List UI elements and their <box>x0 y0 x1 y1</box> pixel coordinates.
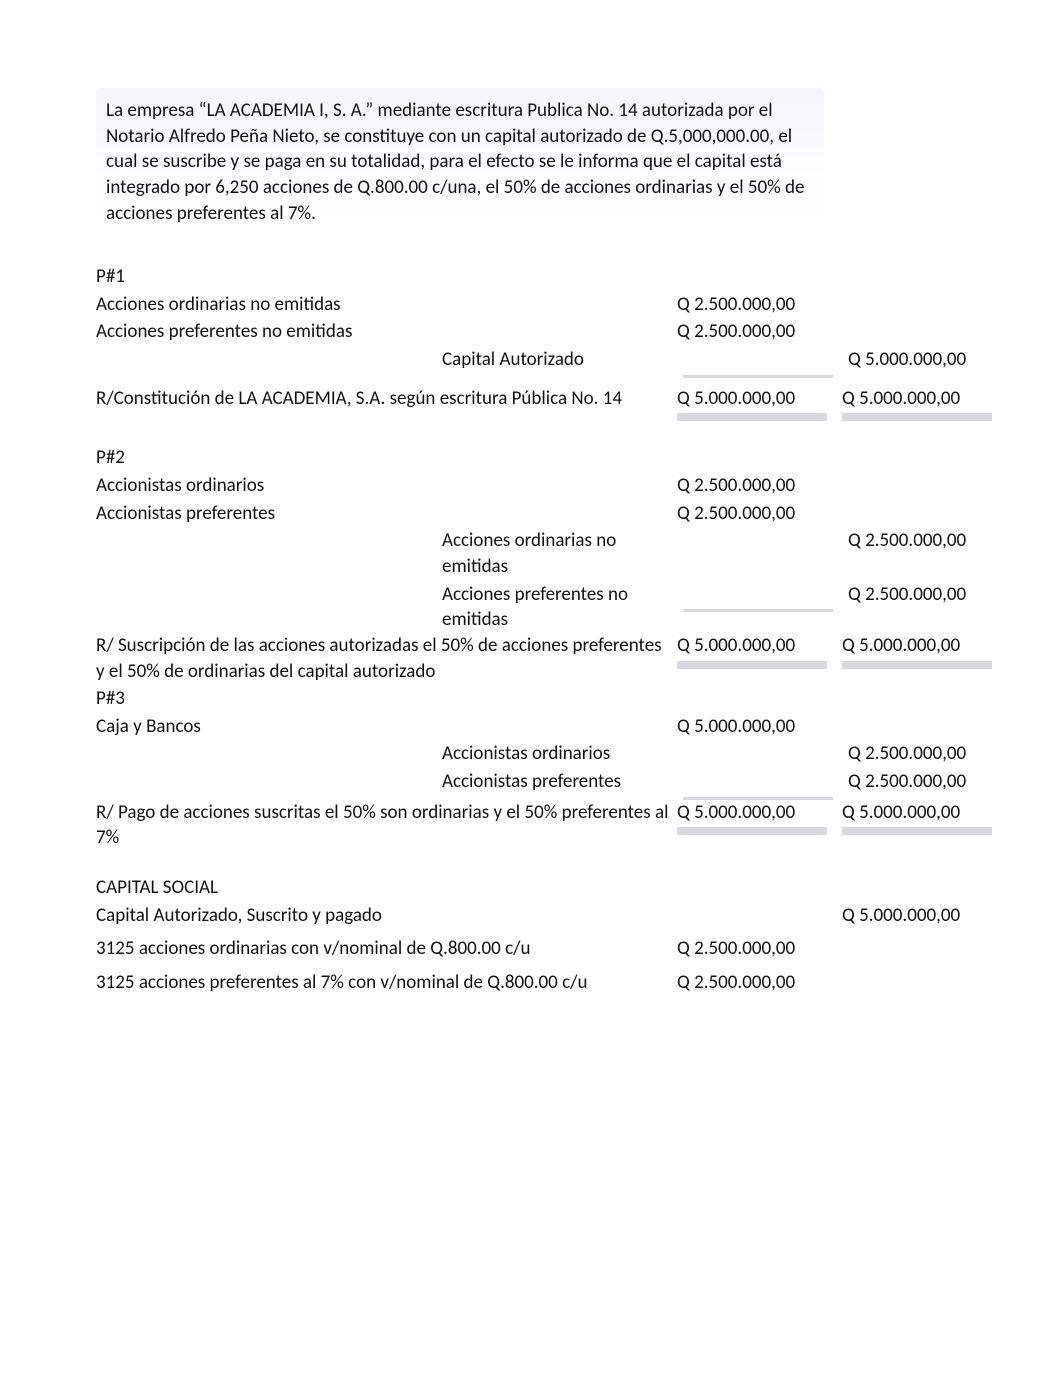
p3-desc4: R/ Pago de acciones suscritas el 50% son… <box>96 800 677 851</box>
p3-debit3-rule <box>683 769 833 800</box>
p2-row5: R/ Suscripción de las acciones autorizad… <box>96 633 998 684</box>
p3-debit1: Q 5.000.000,00 <box>677 714 832 740</box>
cap-desc2: 3125 acciones ordinarias con v/nominal d… <box>96 936 677 962</box>
p2-heading-row: P#2 <box>96 445 998 471</box>
p1-row1: Acciones ordinarias no emitidas Q 2.500.… <box>96 292 998 318</box>
cap-desc1: Capital Autorizado, Suscrito y pagado <box>96 903 677 929</box>
document-page: La empresa “LA ACADEMIA I, S. A.” median… <box>0 0 1062 1377</box>
p2-credit3: Q 2.500.000,00 <box>838 528 1013 554</box>
p3-mid2: Accionistas ordinarios <box>442 741 683 767</box>
cap-row2: 3125 acciones ordinarias con v/nominal d… <box>96 936 998 962</box>
p3-heading: P#3 <box>96 686 677 712</box>
p2-row2: Accionistas preferentes Q 2.500.000,00 <box>96 501 998 527</box>
cap-row1: Capital Autorizado, Suscrito y pagado Q … <box>96 903 998 929</box>
p3-credit4: Q 5.000.000,00 <box>842 800 992 831</box>
p1-debit1: Q 2.500.000,00 <box>677 292 832 318</box>
p2-mid3: Acciones ordinarias no emitidas <box>442 528 683 579</box>
p3-debit4: Q 5.000.000,00 <box>677 800 827 831</box>
p1-row2: Acciones preferentes no emitidas Q 2.500… <box>96 319 998 345</box>
p1-debit3-rule <box>683 347 833 378</box>
cap-desc3: 3125 acciones preferentes al 7% con v/no… <box>96 970 677 996</box>
cap-debit3: Q 2.500.000,00 <box>677 970 832 996</box>
p1-row4: R/Constitución de LA ACADEMIA, S.A. segú… <box>96 386 998 422</box>
cap-credit1: Q 5.000.000,00 <box>832 903 1007 929</box>
p2-desc1: Accionistas ordinarios <box>96 473 677 499</box>
p1-row3: Capital Autorizado Q 5.000.000,00 <box>96 347 998 378</box>
p2-row4: Acciones preferentes no emitidas Q 2.500… <box>96 582 998 633</box>
p2-heading: P#2 <box>96 445 677 471</box>
p3-row4: R/ Pago de acciones suscritas el 50% son… <box>96 800 998 851</box>
p2-desc2: Accionistas preferentes <box>96 501 677 527</box>
p1-desc4: R/Constitución de LA ACADEMIA, S.A. segú… <box>96 386 677 412</box>
p2-credit5: Q 5.000.000,00 <box>842 633 992 664</box>
p3-row1: Caja y Bancos Q 5.000.000,00 <box>96 714 998 740</box>
p3-row2: Accionistas ordinarios Q 2.500.000,00 <box>96 741 998 767</box>
p2-debit1: Q 2.500.000,00 <box>677 473 832 499</box>
p1-heading: P#1 <box>96 264 677 290</box>
p3-heading-row: P#3 <box>96 686 998 712</box>
cap-row3: 3125 acciones preferentes al 7% con v/no… <box>96 970 998 996</box>
p1-desc2: Acciones preferentes no emitidas <box>96 319 677 345</box>
p3-row3: Accionistas preferentes Q 2.500.000,00 <box>96 769 998 800</box>
cap-heading: CAPITAL SOCIAL <box>96 875 677 901</box>
p1-credit4: Q 5.000.000,00 <box>842 386 992 417</box>
p1-debit4: Q 5.000.000,00 <box>677 386 827 417</box>
p2-debit2: Q 2.500.000,00 <box>677 501 832 527</box>
p2-row1: Accionistas ordinarios Q 2.500.000,00 <box>96 473 998 499</box>
p2-desc5: R/ Suscripción de las acciones autorizad… <box>96 633 677 684</box>
p3-credit3: Q 2.500.000,00 <box>838 769 1013 795</box>
p1-desc1: Acciones ordinarias no emitidas <box>96 292 677 318</box>
p2-mid4: Acciones preferentes no emitidas <box>442 582 683 633</box>
p1-heading-row: P#1 <box>96 264 998 290</box>
p3-credit2: Q 2.500.000,00 <box>838 741 1013 767</box>
p1-debit2: Q 2.500.000,00 <box>677 319 832 345</box>
p2-credit4: Q 2.500.000,00 <box>838 582 1013 608</box>
p1-credit3: Q 5.000.000,00 <box>838 347 1013 373</box>
cap-heading-row: CAPITAL SOCIAL <box>96 875 998 901</box>
p3-desc1: Caja y Bancos <box>96 714 677 740</box>
p2-row3: Acciones ordinarias no emitidas Q 2.500.… <box>96 528 998 579</box>
p2-debit5: Q 5.000.000,00 <box>677 633 827 664</box>
p1-mid3: Capital Autorizado <box>442 347 683 373</box>
intro-text: La empresa “LA ACADEMIA I, S. A.” median… <box>106 98 806 226</box>
p2-debit4-rule <box>683 582 833 613</box>
intro-box: La empresa “LA ACADEMIA I, S. A.” median… <box>96 88 824 236</box>
p3-mid3: Accionistas preferentes <box>442 769 683 795</box>
cap-debit2: Q 2.500.000,00 <box>677 936 832 962</box>
